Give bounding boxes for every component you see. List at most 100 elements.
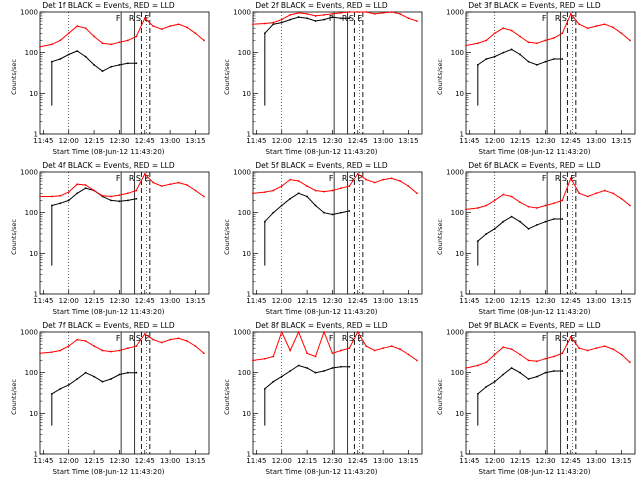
- data-point-lld: [365, 11, 368, 13]
- x-tick-label: 13:15: [398, 137, 418, 145]
- data-point-events: [280, 204, 283, 207]
- data-point-lld: [339, 187, 342, 190]
- data-point-events: [110, 378, 112, 380]
- data-point-lld: [569, 336, 572, 338]
- data-point-events: [135, 62, 138, 65]
- x-tick-label: 12:45: [135, 297, 155, 305]
- x-tick-label: 12:00: [485, 297, 505, 305]
- y-axis-label: Counts/sec: [10, 59, 18, 95]
- plot-frame: [465, 171, 636, 295]
- chart-svg: 1 10 100 1000 11:45 12:00 12:15 12:30 12:45 13:00…: [233, 329, 423, 465]
- data-point-lld: [552, 355, 555, 358]
- data-point-events: [59, 387, 62, 390]
- data-point-lld: [306, 185, 308, 188]
- data-point-events: [272, 23, 275, 26]
- chart-title: Det 9f BLACK = Events, RED = LLD: [468, 321, 601, 330]
- chart-title: Det 5f BLACK = Events, RED = LLD: [255, 161, 388, 170]
- data-point-events: [536, 64, 538, 66]
- data-point-lld: [59, 349, 62, 352]
- data-point-events: [93, 375, 95, 378]
- series-line-lld: [39, 333, 205, 354]
- x-tick-label: 12:30: [535, 457, 555, 465]
- data-point-events: [502, 220, 505, 223]
- data-point-lld: [502, 27, 505, 30]
- data-point-lld: [356, 172, 359, 175]
- data-point-events: [76, 378, 79, 380]
- data-point-events: [561, 58, 564, 60]
- x-tick-label: 12:00: [59, 297, 79, 305]
- data-point-lld: [416, 20, 418, 22]
- data-point-events: [93, 64, 95, 66]
- x-axis-label: Start Time (08-Jun-12 11:43:20): [478, 468, 591, 476]
- data-point-events: [485, 58, 488, 60]
- data-point-events: [536, 224, 538, 226]
- x-tick-label: 12:15: [84, 457, 104, 465]
- data-point-events: [510, 48, 513, 51]
- interval-label: S: [349, 334, 354, 343]
- data-point-lld: [252, 23, 254, 26]
- data-point-lld: [101, 194, 104, 197]
- data-point-lld: [399, 180, 401, 182]
- data-point-events: [348, 365, 351, 368]
- y-axis-label: Counts/sec: [436, 379, 444, 415]
- plot-frame: [39, 331, 210, 455]
- x-tick-label: 13:00: [160, 457, 180, 465]
- x-tick-label: 13:15: [611, 297, 631, 305]
- data-point-events: [67, 199, 70, 202]
- x-tick-label: 12:15: [297, 137, 317, 145]
- interval-label: E: [144, 174, 149, 183]
- data-point-lld: [323, 13, 325, 16]
- data-point-lld: [50, 195, 53, 198]
- interval-label: R: [129, 334, 135, 343]
- x-tick-label: 12:00: [272, 457, 292, 465]
- series-line-lld: [252, 330, 418, 361]
- data-point-lld: [169, 25, 172, 28]
- x-tick-label: 12:30: [109, 457, 129, 465]
- x-tick-label: 11:45: [459, 297, 479, 305]
- data-point-events: [544, 371, 547, 374]
- x-tick-label: 11:45: [246, 297, 266, 305]
- data-point-events: [297, 192, 300, 195]
- data-point-lld: [323, 331, 325, 333]
- data-point-lld: [135, 345, 138, 348]
- y-axis-label: Counts/sec: [223, 379, 231, 415]
- chart-panel: 1 10 100 1000 11:45 12:00 12:15 12:30 12:45 13:00…: [215, 1, 428, 161]
- y-tick-label: 1: [34, 451, 38, 459]
- y-tick-label: 10: [29, 410, 38, 418]
- data-point-events: [339, 211, 342, 214]
- data-point-events: [101, 70, 104, 73]
- y-tick-label: 10: [29, 250, 38, 258]
- data-point-lld: [76, 183, 79, 186]
- data-point-lld: [493, 32, 496, 35]
- data-point-lld: [203, 39, 205, 42]
- data-point-lld: [101, 42, 104, 45]
- data-point-events: [510, 367, 513, 369]
- data-point-lld: [527, 41, 530, 44]
- data-point-lld: [306, 12, 308, 15]
- data-point-events: [126, 199, 129, 202]
- x-tick-label: 12:00: [59, 457, 79, 465]
- data-point-lld: [314, 189, 317, 192]
- interval-label: E: [357, 174, 362, 183]
- x-tick-label: 12:15: [510, 297, 530, 305]
- data-point-events: [348, 210, 351, 212]
- data-point-lld: [186, 184, 188, 186]
- data-point-lld: [595, 25, 598, 28]
- data-point-lld: [101, 349, 104, 352]
- data-point-events: [502, 373, 505, 376]
- data-point-lld: [93, 35, 95, 38]
- chart-svg: 1 10 100 1000 11:45 12:00 12:15 12:30 12:45 13:00…: [233, 169, 423, 305]
- data-point-lld: [160, 185, 163, 188]
- data-point-lld: [252, 192, 254, 195]
- interval-label: S: [136, 174, 141, 183]
- data-point-lld: [272, 189, 275, 192]
- interval-label: S: [349, 174, 354, 183]
- interval-label: E: [144, 334, 149, 343]
- data-point-events: [314, 20, 317, 22]
- data-point-lld: [186, 340, 188, 342]
- x-tick-label: 11:45: [459, 137, 479, 145]
- x-tick-label: 13:15: [185, 297, 205, 305]
- series-line-events: [477, 216, 563, 242]
- chart-svg: 1 10 100 1000 11:45 12:00 12:15 12:30 12:45 13:00…: [20, 329, 210, 465]
